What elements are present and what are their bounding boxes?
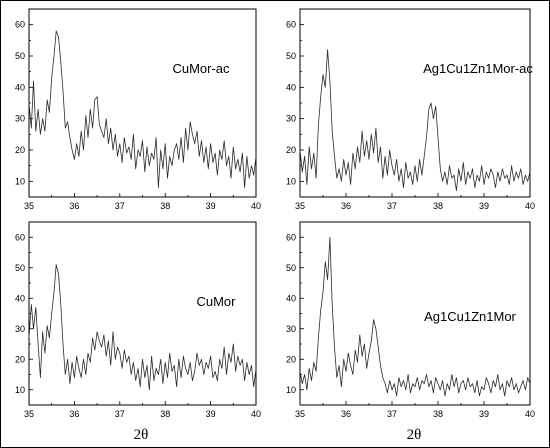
x-axis-title-right: 2θ (407, 427, 422, 443)
x-tick-label: 38 (433, 201, 443, 211)
plot-frame (28, 221, 257, 406)
x-tick-label: 37 (115, 409, 125, 419)
x-tick-label: 36 (69, 201, 79, 211)
x-tick-label: 38 (160, 201, 170, 211)
sample-label: Ag1Cu1Zn1Mor-ac (423, 61, 533, 76)
x-axis-title-left: 2θ (134, 427, 149, 443)
x-tick-label: 39 (206, 409, 216, 419)
y-tick-label: 40 (15, 82, 25, 92)
x-tick-label: 38 (433, 409, 443, 419)
panel-ag1cu1zn1mor: 35 36 37 38 39 40 10 20 30 40 50 60 Ag1Cu1Zn1Mor (286, 221, 535, 419)
x-tick-label: 40 (525, 409, 535, 419)
plot-frame (28, 8, 257, 198)
xrd-series-line (299, 236, 531, 397)
y-tick-label: 10 (15, 385, 25, 395)
xrd-series-line (28, 264, 257, 391)
x-tick-label: 39 (206, 201, 216, 211)
x-tick-label: 36 (341, 409, 351, 419)
y-tick-label: 30 (286, 324, 296, 334)
sample-label: CuMor-ac (172, 61, 230, 76)
y-tick-label: 20 (286, 354, 296, 364)
x-tick-label: 37 (387, 201, 397, 211)
y-tick-label: 10 (286, 176, 296, 186)
y-tick-label: 20 (15, 145, 25, 155)
y-tick-label: 60 (286, 20, 296, 30)
y-tick-label: 60 (15, 20, 25, 30)
x-tick-label: 38 (160, 409, 170, 419)
panel-cumor-ac: 35 36 37 38 39 40 10 20 30 40 50 60 CuMor-ac (15, 8, 261, 211)
y-tick-label: 30 (286, 114, 296, 124)
y-tick-label: 50 (286, 263, 296, 273)
panel-ag1cu1zn1mor-ac: 35 36 37 38 39 40 10 20 30 40 50 60 Ag1Cu1Zn1Mor-ac (286, 8, 535, 211)
x-tick-label: 39 (479, 201, 489, 211)
y-tick-label: 10 (286, 385, 296, 395)
x-tick-label: 39 (479, 409, 489, 419)
y-tick-label: 30 (15, 114, 25, 124)
y-tick-label: 40 (286, 293, 296, 303)
y-tick-label: 50 (15, 51, 25, 61)
x-tick-label: 36 (341, 201, 351, 211)
x-tick-label: 40 (251, 201, 261, 211)
x-tick-label: 35 (295, 409, 305, 419)
x-tick-label: 36 (69, 409, 79, 419)
sample-label: CuMor (196, 294, 236, 309)
xrd-series-line (299, 49, 531, 192)
x-tick-label: 35 (24, 201, 34, 211)
x-tick-label: 35 (295, 201, 305, 211)
y-tick-label: 40 (15, 293, 25, 303)
y-tick-label: 20 (15, 354, 25, 364)
x-tick-label: 35 (24, 409, 34, 419)
y-tick-label: 20 (286, 145, 296, 155)
y-tick-label: 30 (15, 324, 25, 334)
x-tick-label: 40 (525, 201, 535, 211)
y-tick-label: 60 (15, 232, 25, 242)
x-tick-label: 40 (251, 409, 261, 419)
y-tick-label: 50 (15, 263, 25, 273)
y-tick-label: 40 (286, 82, 296, 92)
x-tick-label: 37 (115, 201, 125, 211)
y-tick-label: 10 (15, 176, 25, 186)
xrd-series-line (28, 30, 257, 189)
y-tick-label: 50 (286, 51, 296, 61)
sample-label: Ag1Cu1Zn1Mor (424, 309, 516, 324)
panel-cumor: 35 36 37 38 39 40 10 20 30 40 50 60 CuMor (15, 221, 261, 419)
y-tick-label: 60 (286, 232, 296, 242)
x-tick-label: 37 (387, 409, 397, 419)
